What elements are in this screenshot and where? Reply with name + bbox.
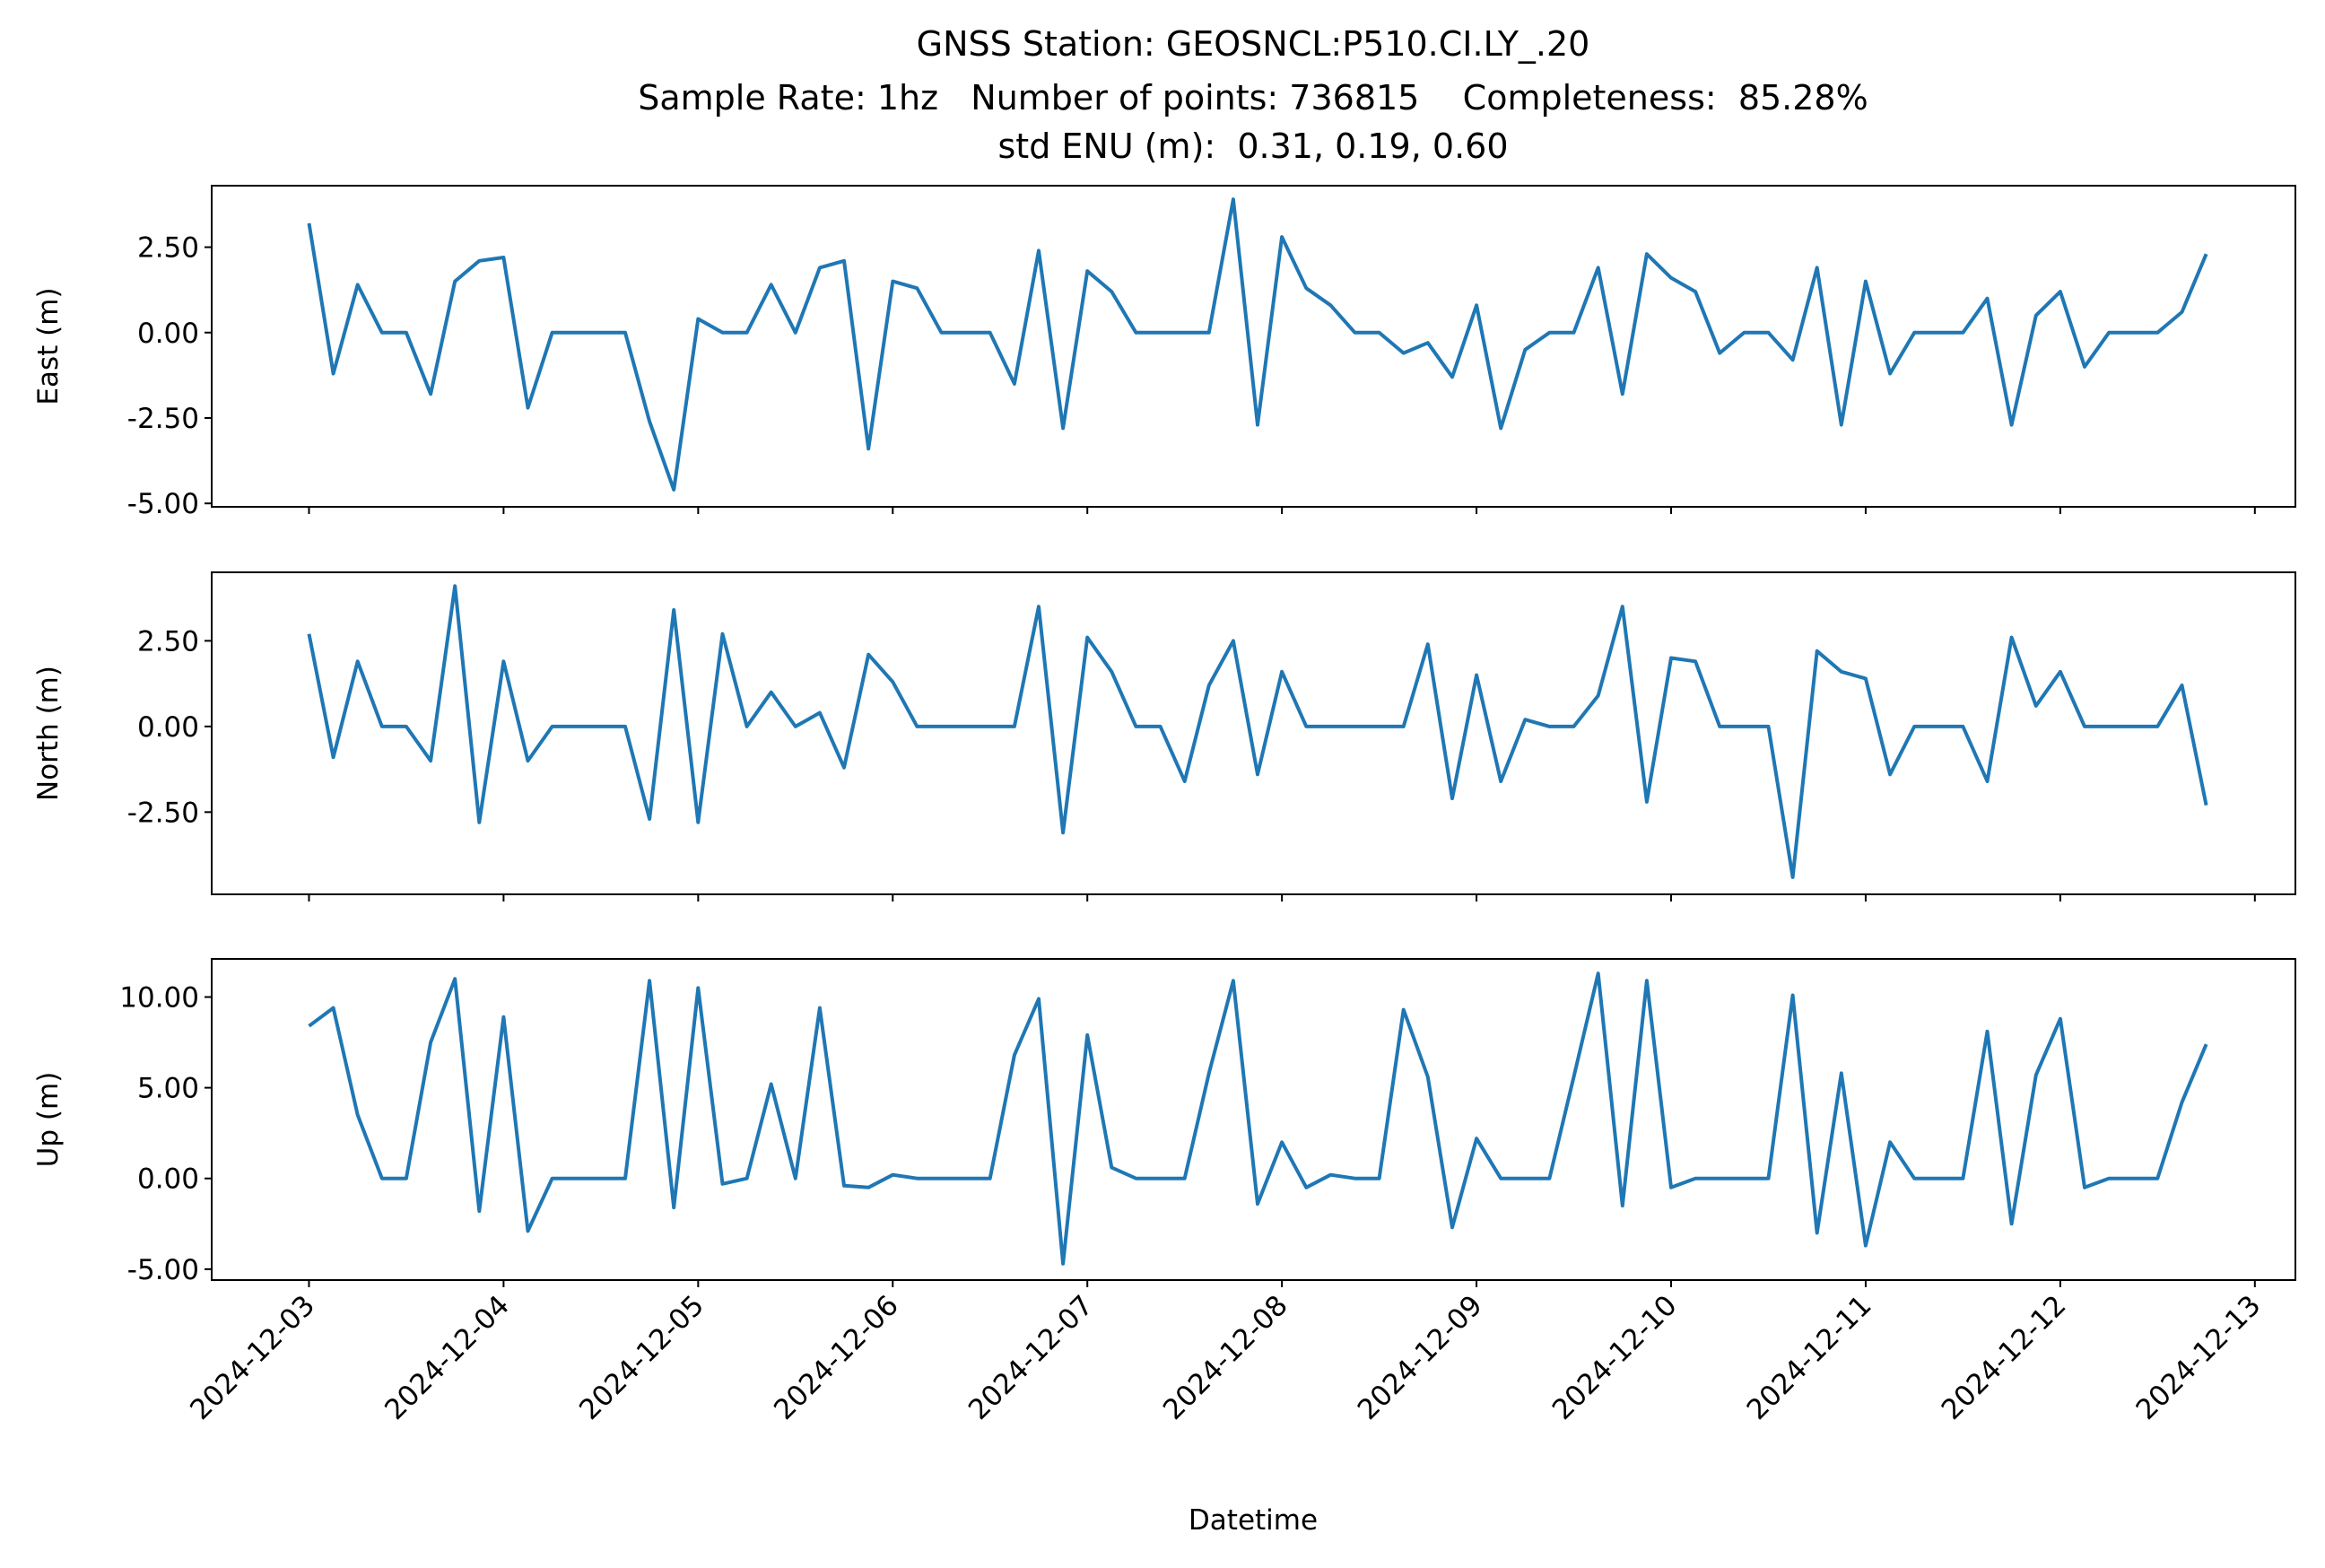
x-tick-label: 2024-12-09 [1352, 1289, 1489, 1426]
data-line [307, 584, 2208, 879]
y-tick-label: 0.00 [137, 318, 199, 350]
y-axis-label: North (m) [32, 666, 65, 801]
y-tick-label: -5.00 [127, 488, 199, 520]
y-tick-label: -2.50 [127, 797, 199, 829]
x-tick-label: 2024-12-07 [962, 1289, 1100, 1426]
y-tick-label: 0.00 [137, 1163, 199, 1196]
y-tick-label: 0.00 [137, 711, 199, 744]
axes-frame [211, 571, 2296, 895]
y-tick-label: 5.00 [137, 1073, 199, 1105]
y-axis-label: East (m) [32, 287, 65, 405]
x-tick-label: 2024-12-12 [1936, 1289, 2073, 1426]
y-tick-label: -2.50 [127, 403, 199, 435]
x-tick-label: 2024-12-13 [2130, 1289, 2268, 1426]
y-axis-label: Up (m) [32, 1072, 65, 1168]
x-axis-label: Datetime [1189, 1504, 1318, 1537]
x-tick-label: 2024-12-05 [573, 1289, 710, 1426]
x-tick-label: 2024-12-10 [1546, 1289, 1684, 1426]
title-line: std ENU (m): 0.31, 0.19, 0.60 [998, 126, 1509, 166]
x-tick-label: 2024-12-11 [1741, 1289, 1878, 1426]
x-tick-label: 2024-12-08 [1157, 1289, 1294, 1426]
y-tick-label: 10.00 [119, 981, 199, 1014]
title-line: Sample Rate: 1hz Number of points: 73681… [638, 78, 1868, 118]
data-line [308, 971, 2208, 1266]
y-tick-label: -5.00 [127, 1254, 199, 1286]
x-tick-label: 2024-12-06 [768, 1289, 905, 1426]
x-tick-label: 2024-12-03 [184, 1289, 321, 1426]
x-tick-label: 2024-12-04 [379, 1289, 516, 1426]
data-line [307, 197, 2208, 492]
y-tick-label: 2.50 [137, 625, 199, 658]
axes-frame [211, 958, 2296, 1281]
axes-frame [211, 185, 2296, 508]
y-tick-label: 2.50 [137, 232, 199, 265]
title-line: GNSS Station: GEOSNCL:P510.CI.LY_.20 [917, 24, 1590, 64]
